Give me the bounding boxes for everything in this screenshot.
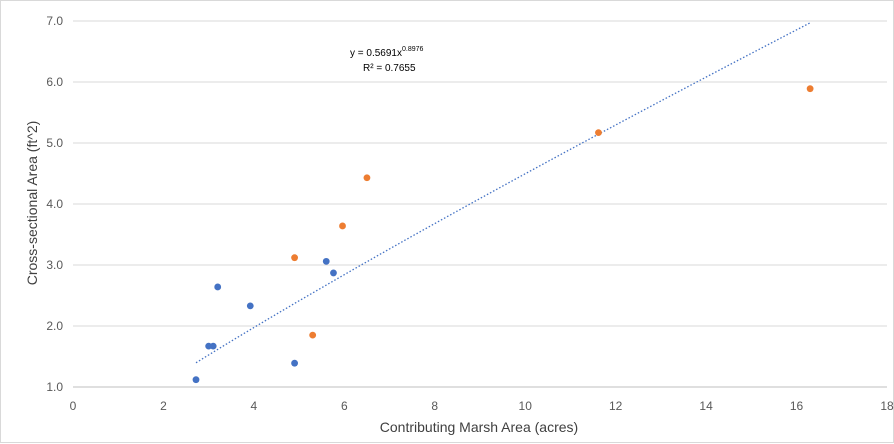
data-point xyxy=(330,269,337,277)
x-axis-title: Contributing Marsh Area (acres) xyxy=(380,419,578,435)
y-tick-label: 7.0 xyxy=(46,14,63,28)
y-tick-label: 5.0 xyxy=(46,136,63,150)
data-point xyxy=(214,283,222,291)
data-point xyxy=(246,302,254,310)
y-tick-label: 4.0 xyxy=(46,197,63,211)
data-point xyxy=(806,85,814,93)
x-tick-label: 16 xyxy=(790,399,804,413)
y-tick-label: 3.0 xyxy=(46,258,63,272)
x-tick-label: 4 xyxy=(251,399,258,413)
x-tick-label: 6 xyxy=(341,399,348,413)
trendline-equation: y = 0.5691x0.8976 xyxy=(350,46,424,59)
x-tick-label: 14 xyxy=(699,399,713,413)
data-point xyxy=(192,376,200,384)
y-tick-label: 6.0 xyxy=(46,75,63,89)
x-tick-label: 8 xyxy=(431,399,438,413)
data-point xyxy=(595,129,602,137)
r-squared-label: R² = 0.7655 xyxy=(363,63,416,74)
data-point xyxy=(291,359,298,367)
y-tick-label: 1.0 xyxy=(46,380,63,394)
data-point xyxy=(291,254,298,262)
trendline xyxy=(195,22,811,364)
data-point xyxy=(322,257,330,265)
x-tick-label: 10 xyxy=(519,399,533,413)
data-point xyxy=(209,342,217,350)
data-point xyxy=(339,222,346,230)
y-axis-title: Cross-sectional Area (ft^2) xyxy=(24,121,40,286)
x-tick-label: 18 xyxy=(880,399,894,413)
x-tick-label: 2 xyxy=(160,399,167,413)
x-tick-label: 12 xyxy=(609,399,623,413)
data-point xyxy=(309,331,317,339)
y-tick-label: 2.0 xyxy=(46,319,63,333)
x-tick-label: 0 xyxy=(70,399,77,413)
data-point xyxy=(363,174,371,182)
